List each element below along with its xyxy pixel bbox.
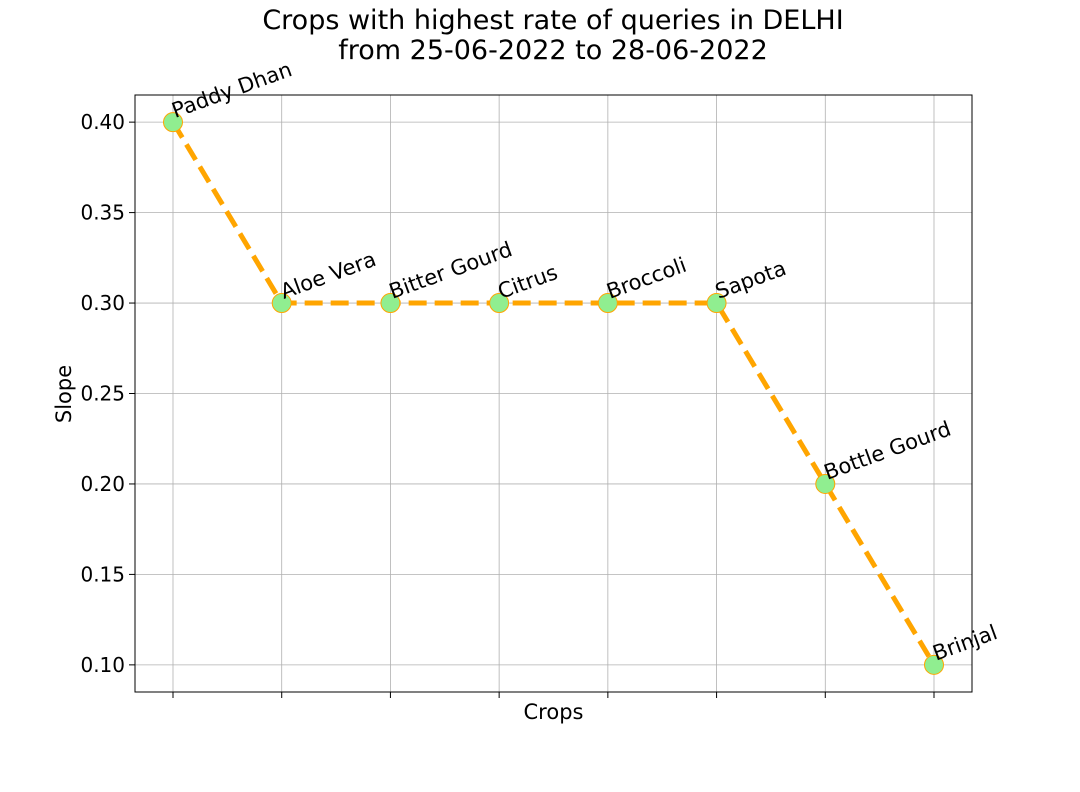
x-axis-label: Crops: [523, 700, 584, 724]
chart-subtitle: from 25-06-2022 to 28-06-2022: [338, 35, 768, 66]
data-label: Citrus: [495, 260, 561, 304]
data-label: Aloe Vera: [277, 247, 379, 304]
y-tick-label: 0.15: [80, 562, 125, 586]
data-point: [815, 473, 836, 494]
y-tick-label: 0.25: [80, 382, 125, 406]
data-label: Sapota: [712, 256, 789, 304]
data-point: [163, 112, 183, 133]
y-tick-label: 0.35: [80, 201, 125, 225]
data-label: Broccoli: [603, 253, 689, 304]
data-point: [597, 293, 618, 314]
y-axis-label: Slope: [52, 364, 76, 424]
axes-frame: [134, 94, 973, 693]
data-point: [489, 293, 510, 314]
series-line: [170, 120, 937, 667]
data-label: Brinjal: [930, 620, 1001, 665]
y-tick-label: 0.40: [80, 110, 125, 134]
data-label: Paddy Dhan: [169, 57, 296, 123]
data-point: [380, 293, 401, 314]
y-tick-label: 0.10: [80, 653, 125, 677]
y-tick-label: 0.30: [80, 291, 125, 315]
chart-title: Crops with highest rate of queries in DE…: [262, 5, 844, 36]
y-tick-label: 0.20: [80, 472, 125, 496]
data-point: [271, 293, 292, 314]
data-point: [924, 654, 944, 675]
data-point: [706, 293, 727, 314]
